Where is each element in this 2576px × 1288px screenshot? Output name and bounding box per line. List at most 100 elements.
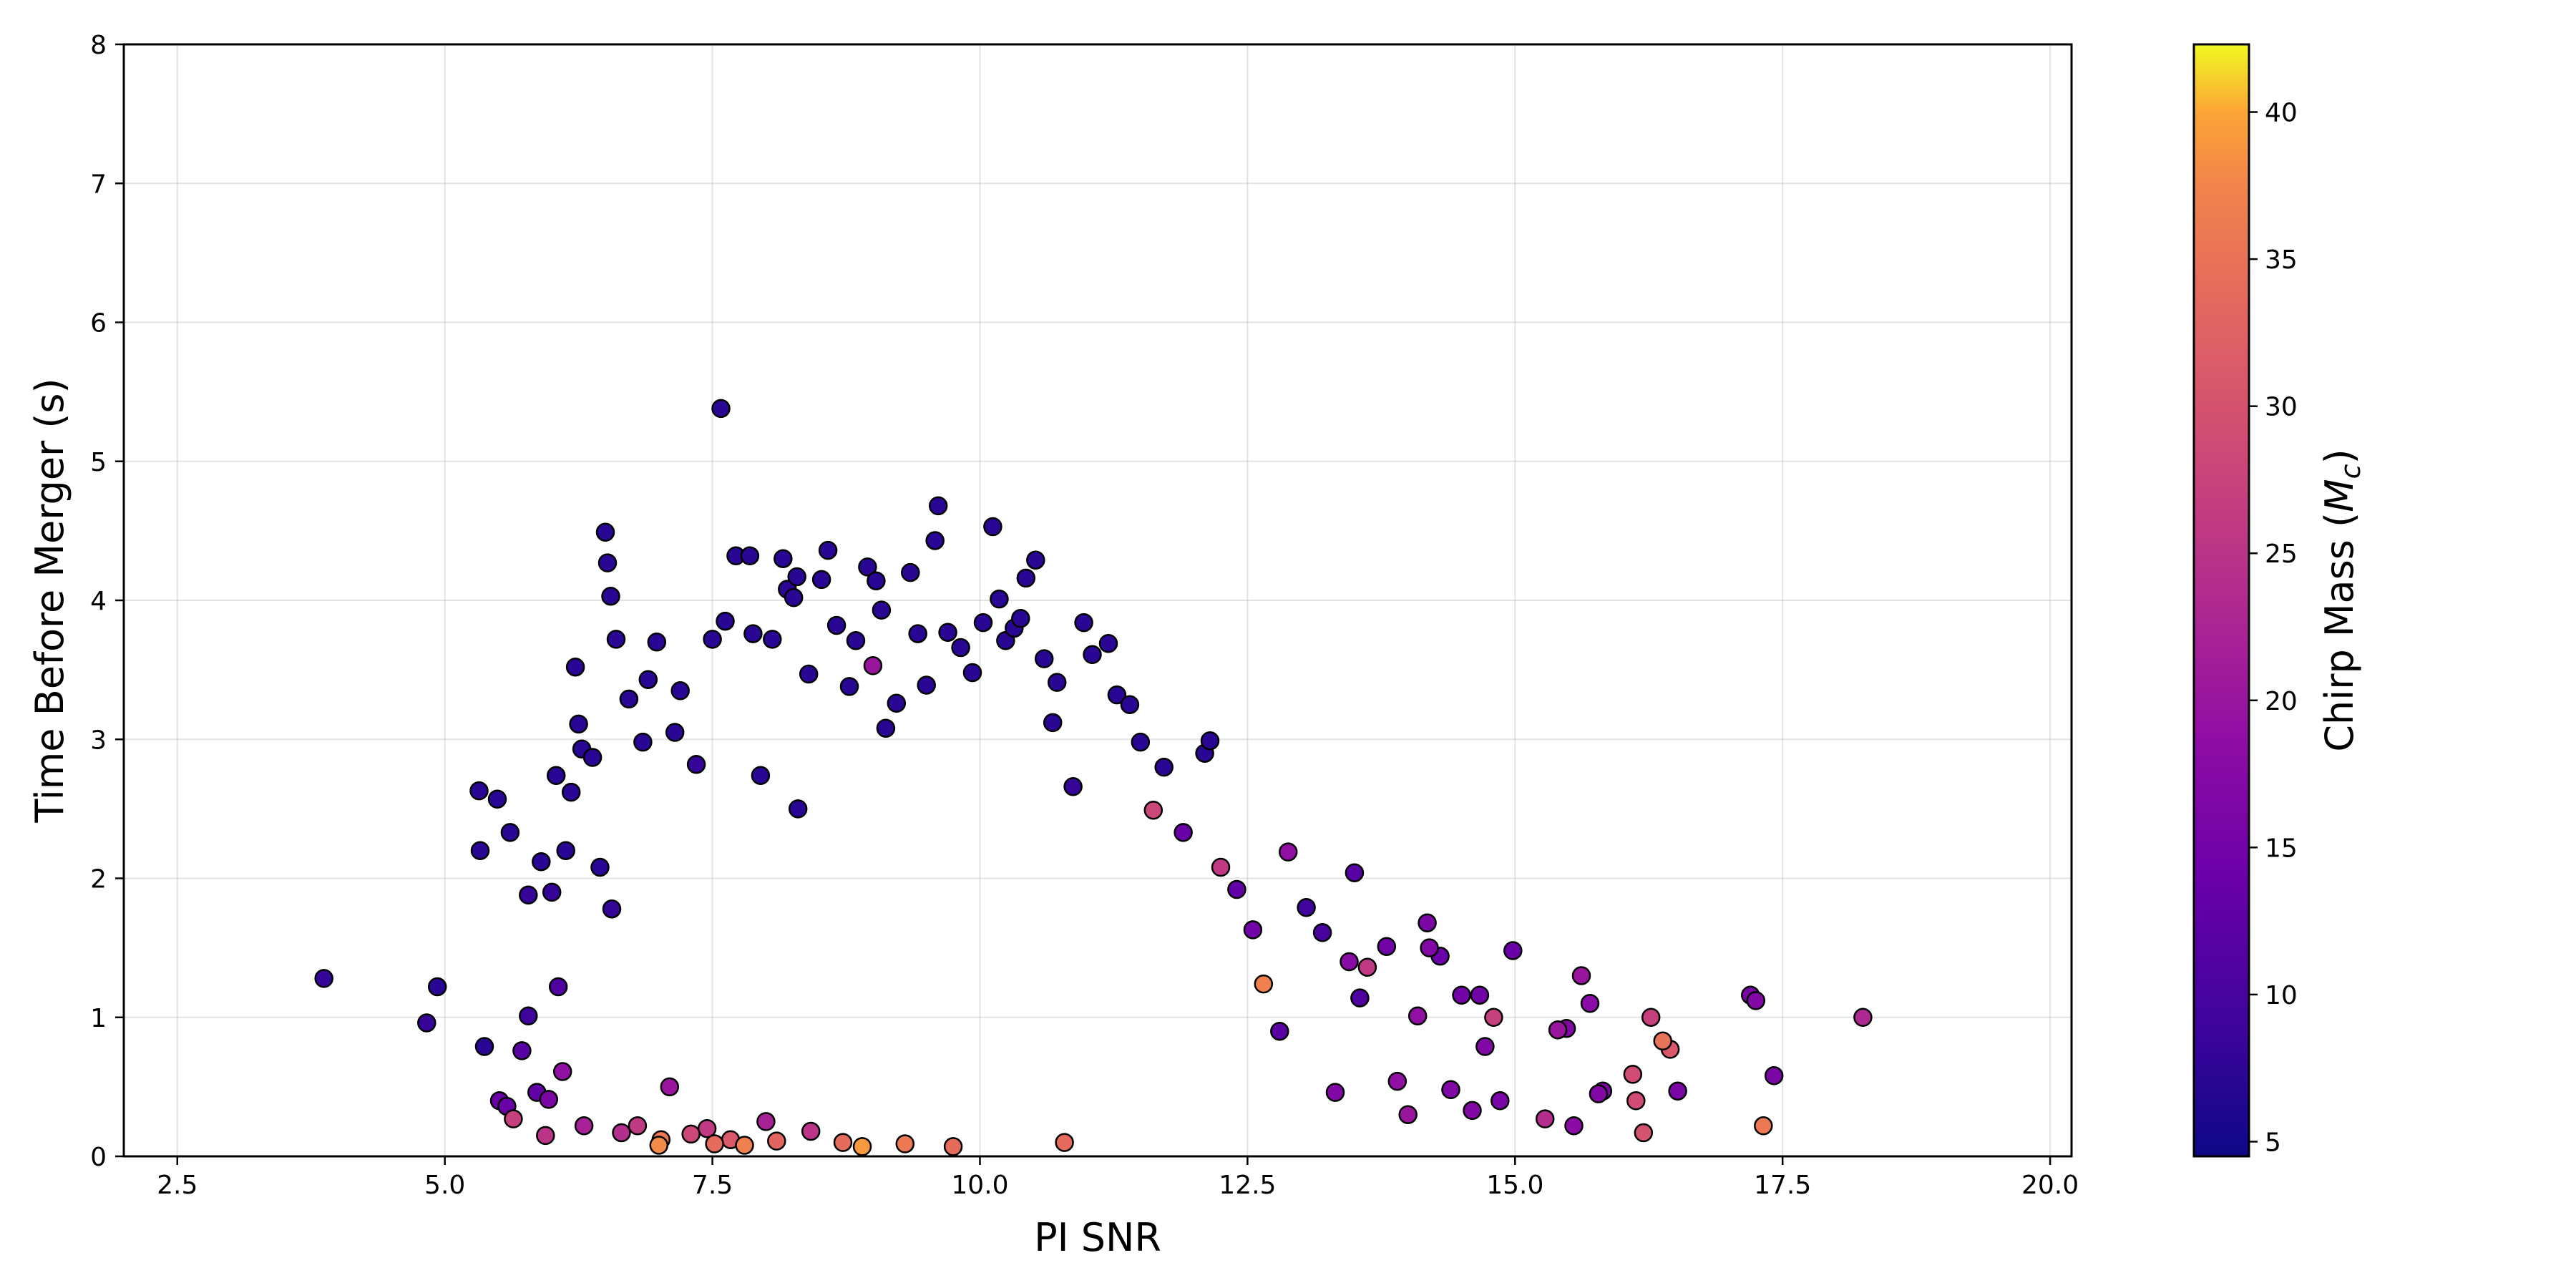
- scatter-point: [1357, 957, 1377, 977]
- y-tick-label: 3: [90, 726, 107, 755]
- scatter-point: [1398, 1105, 1418, 1124]
- colorbar-label: Chirp Mass (Mc): [2317, 449, 2366, 751]
- scatter-point: [660, 1077, 680, 1097]
- scatter-point: [628, 1116, 648, 1136]
- scatter-point: [1626, 1091, 1646, 1111]
- scatter-point: [686, 754, 706, 774]
- scatter-point: [569, 714, 588, 734]
- scatter-point: [1463, 1101, 1482, 1121]
- scatter-point: [1047, 673, 1067, 692]
- scatter-point: [1853, 1008, 1873, 1028]
- scatter-point: [1074, 613, 1093, 633]
- x-axis-ticks: 2.5 5.0 7.5 10.0 12.5 15.0 17.5 20.0: [157, 1156, 2079, 1200]
- scatter-point: [619, 689, 639, 709]
- scatter-point: [743, 624, 763, 643]
- x-tick-label: 12.5: [1219, 1171, 1276, 1200]
- scatter-point: [546, 766, 566, 786]
- scatter-point: [542, 882, 562, 902]
- scatter-point: [788, 799, 808, 819]
- scatter-point: [1668, 1081, 1687, 1101]
- scatter-point: [504, 1109, 523, 1128]
- scatter-point: [647, 633, 667, 652]
- scatter-point: [1055, 1133, 1074, 1152]
- y-tick-label: 1: [90, 1004, 107, 1033]
- scatter-point: [500, 823, 520, 842]
- scatter-point: [606, 630, 626, 649]
- scatter-point: [314, 969, 333, 988]
- scatter-point: [740, 546, 760, 566]
- scatter-point: [735, 1136, 754, 1155]
- scatter-point: [1297, 898, 1316, 917]
- scatter-point: [470, 841, 490, 860]
- scatter-point: [1407, 1006, 1428, 1026]
- colorbar-tick-label: 35: [2265, 245, 2298, 275]
- y-tick-label: 2: [90, 865, 107, 894]
- scatter-point: [556, 841, 575, 860]
- scatter-point: [983, 517, 1002, 537]
- x-tick-label: 5.0: [424, 1171, 465, 1200]
- scatter-point: [711, 399, 731, 419]
- scatter-point: [917, 675, 936, 695]
- scatter-point: [1083, 645, 1102, 665]
- scatter-point: [951, 638, 970, 658]
- scatter-point: [867, 571, 886, 591]
- scatter-point: [1312, 923, 1332, 942]
- scatter-point: [519, 1006, 538, 1026]
- scatter-point: [590, 857, 610, 877]
- scatter-point: [638, 670, 658, 689]
- scatter-point: [612, 1123, 631, 1143]
- scatter-point: [763, 630, 782, 649]
- scatter-point: [532, 852, 551, 872]
- y-axis-label: Time Before Merger (s): [27, 378, 72, 823]
- colorbar-tick-label: 10: [2265, 981, 2298, 1010]
- scatter-point: [681, 1124, 701, 1144]
- scatter-point: [649, 1136, 669, 1155]
- scatter-point: [908, 624, 927, 643]
- scatter-point: [1131, 732, 1151, 752]
- colorbar-tick-label: 30: [2265, 393, 2298, 422]
- colorbar-tick-label: 40: [2265, 99, 2298, 128]
- scatter-point: [1503, 941, 1523, 960]
- scatter-point: [863, 656, 883, 675]
- y-tick-label: 7: [90, 170, 107, 199]
- scatter-point: [1441, 1080, 1460, 1100]
- colorbar-tick-label: 20: [2265, 687, 2298, 716]
- scatter-point: [839, 677, 859, 696]
- data-points: [314, 399, 1873, 1156]
- scatter-point: [1491, 1091, 1510, 1111]
- scatter-point: [417, 1013, 436, 1033]
- scatter-point: [1325, 1083, 1345, 1102]
- scatter-point: [895, 1134, 915, 1153]
- scatter-point: [962, 663, 982, 683]
- scatter-point: [597, 553, 618, 572]
- scatter-point: [1174, 823, 1193, 842]
- scatter-point: [811, 570, 831, 590]
- x-tick-label: 10.0: [951, 1171, 1008, 1200]
- scatter-point: [818, 540, 838, 560]
- scatter-point: [427, 977, 447, 997]
- scatter-point: [1107, 685, 1127, 705]
- scatter-point: [552, 1062, 572, 1081]
- scatter-point: [582, 748, 602, 767]
- scatter-point: [1278, 842, 1298, 862]
- y-tick-label: 5: [90, 448, 107, 477]
- scatter-point: [474, 1037, 494, 1056]
- scatter-point: [1270, 1021, 1289, 1041]
- scatter-point: [1034, 649, 1054, 668]
- scatter-point: [1340, 952, 1359, 972]
- scatter-point: [1016, 568, 1036, 588]
- x-tick-label: 7.5: [692, 1171, 733, 1200]
- scatter-point: [973, 613, 993, 633]
- scatter-point: [512, 1041, 532, 1060]
- scatter-point: [1143, 801, 1163, 820]
- scatter-point: [1200, 731, 1220, 751]
- colorbar-ticks: 5 10 15 20 25 30 35 40: [2249, 99, 2298, 1157]
- y-axis-ticks: 0 1 2 3 4 5 6 7 8: [90, 31, 124, 1172]
- colorbar: 5 10 15 20 25 30 35 40 Chirp Mass (Mc): [2192, 43, 2366, 1158]
- scatter-point: [872, 600, 892, 620]
- scatter-point: [990, 589, 1009, 609]
- scatter-point: [887, 693, 907, 713]
- colorbar-tick-label: 15: [2265, 834, 2298, 863]
- scatter-point: [1350, 988, 1370, 1008]
- scatter-point: [925, 531, 945, 550]
